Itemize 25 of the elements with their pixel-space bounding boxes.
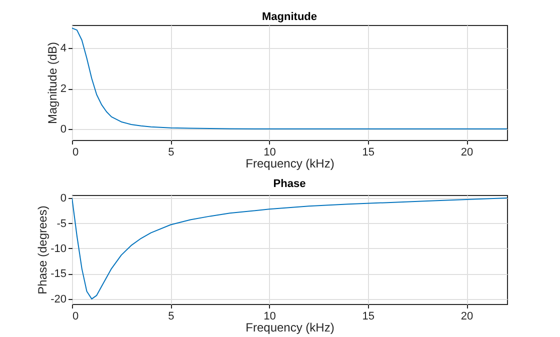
y-tick-label: 4 (60, 42, 66, 55)
y-axis-title: Phase (degrees) (36, 206, 50, 294)
x-tick-label: 20 (460, 310, 474, 322)
x-tick-label: 0 (72, 310, 79, 322)
chart-title: Phase (273, 178, 306, 190)
x-tick-label: 5 (168, 146, 174, 158)
y-tick-label: 0 (60, 123, 66, 136)
chart-title: Magnitude (262, 11, 317, 23)
y-tick-label: -5 (56, 218, 66, 230)
x-axis-title: Frequency (kHz) (246, 156, 334, 170)
y-tick-label: -10 (50, 242, 66, 255)
y-tick-label: 2 (60, 83, 66, 96)
x-axis-title: Frequency (kHz) (246, 320, 334, 334)
x-tick-label: 5 (168, 310, 174, 322)
y-tick-label: -15 (50, 268, 66, 280)
x-tick-label: 0 (72, 146, 79, 158)
y-axis-title: Magnitude (dB) (45, 42, 60, 124)
x-tick-label: 15 (362, 146, 375, 158)
x-tick-label: 10 (264, 146, 276, 158)
line-series (72, 28, 507, 130)
x-tick-label: 10 (264, 310, 276, 322)
y-tick-label: 0 (60, 192, 66, 205)
x-tick-label: 15 (362, 310, 375, 322)
x-tick-label: 20 (460, 146, 474, 158)
y-tick-label: -20 (50, 293, 66, 306)
